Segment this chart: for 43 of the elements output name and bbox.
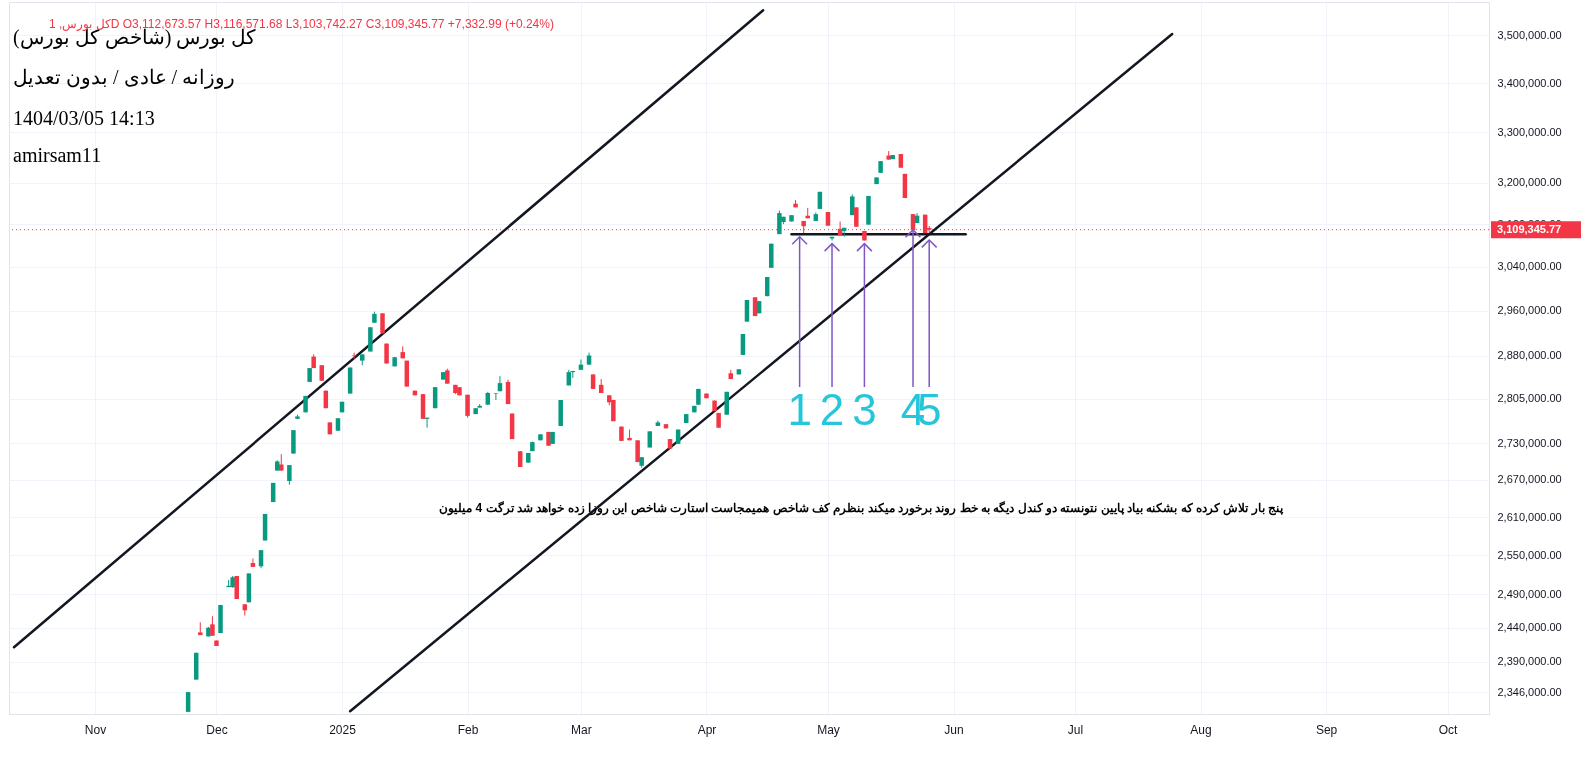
y-tick-label: 3,200,000.00 [1497, 176, 1562, 189]
y-tick-label: 2,440,000.00 [1497, 621, 1562, 634]
annotation: amirsam11 [13, 144, 102, 166]
y-tick-label: 3,400,000.00 [1497, 76, 1562, 89]
x-tick-label: Mar [571, 722, 592, 737]
x-tick-label: Jul [1067, 722, 1084, 737]
candlestick [493, 392, 499, 401]
x-tick-label: Nov [84, 722, 107, 737]
x-tick-label: Jun [944, 722, 964, 737]
y-tick-label: 3,300,000.00 [1497, 125, 1562, 138]
x-tick-label: Dec [206, 722, 228, 737]
x-tick-label: Aug [1190, 722, 1212, 737]
candlestick [854, 206, 859, 228]
y-tick-label: 2,670,000.00 [1497, 473, 1562, 486]
x-tick-label: 2025 [329, 722, 357, 737]
y-tick-label: 2,730,000.00 [1497, 436, 1562, 449]
annotation: 3 [852, 385, 877, 434]
text: روزانه / عادی / بدون تعدیل [13, 66, 236, 89]
y-tick-label: 2,390,000.00 [1497, 655, 1562, 668]
x-tick-label: Feb [457, 722, 479, 737]
candlestick [291, 429, 296, 455]
candlestick [744, 299, 750, 323]
y-tick-label: 2,346,000.00 [1497, 685, 1562, 698]
y-tick-label: 3,500,000.00 [1497, 28, 1562, 41]
y-tick-label: 2,490,000.00 [1497, 587, 1562, 600]
x-tick-label: May [817, 722, 840, 737]
candlestick [250, 558, 256, 568]
x-tick-label: Oct [1438, 722, 1459, 737]
x-tick-label: Sep [1315, 722, 1338, 737]
x-tick-label: Apr [697, 722, 717, 737]
y-tick-label: 2,880,000.00 [1497, 349, 1562, 361]
ref-line-label: 3,109,345.77 [1497, 222, 1562, 235]
y-tick-label: 2,550,000.00 [1497, 548, 1562, 561]
candlestick [287, 464, 292, 486]
candlestick [210, 615, 215, 637]
annotation: 2 [819, 385, 845, 434]
y-tick-label: 2,610,000.00 [1497, 510, 1562, 523]
annotation: 1404/03/05 14:13 [13, 107, 155, 129]
y-tick-label: 2,805,000.00 [1497, 392, 1562, 405]
candlestick [185, 691, 191, 713]
y-tick-label: 2,960,000.00 [1497, 304, 1562, 317]
y-tick-label: 3,040,000.00 [1497, 260, 1562, 273]
annotation: 1 [787, 385, 812, 434]
